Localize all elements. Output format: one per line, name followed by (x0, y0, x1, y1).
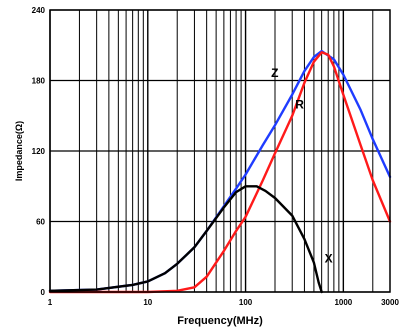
y-tick-label: 60 (36, 218, 45, 227)
y-tick-label: 120 (32, 147, 46, 156)
x-tick-label: 1 (48, 298, 53, 307)
grid-lines (49, 9, 391, 293)
y-tick-label: 0 (41, 288, 46, 297)
series-r-line (48, 51, 392, 294)
series-z-label: Z (271, 66, 278, 80)
series-r-label: R (295, 98, 304, 112)
tick-labels: 1 10 100 1000 3000 0 60 120 180 240 (32, 6, 400, 307)
plot-frame (49, 9, 391, 293)
y-axis-title: Impedance(Ω) (14, 121, 24, 181)
x-tick-label: 100 (239, 298, 253, 307)
x-tick-label: 3000 (381, 298, 399, 307)
series-x-label: X (325, 252, 333, 266)
x-tick-label: 10 (143, 298, 152, 307)
y-tick-label: 180 (32, 77, 46, 86)
series-labels: Z R X (271, 66, 333, 266)
series-x-line (48, 185, 323, 294)
y-tick-label: 240 (32, 6, 46, 15)
x-tick-label: 1000 (334, 298, 352, 307)
x-axis-title: Frequency(MHz) (177, 315, 263, 327)
series-lines (48, 49, 392, 294)
